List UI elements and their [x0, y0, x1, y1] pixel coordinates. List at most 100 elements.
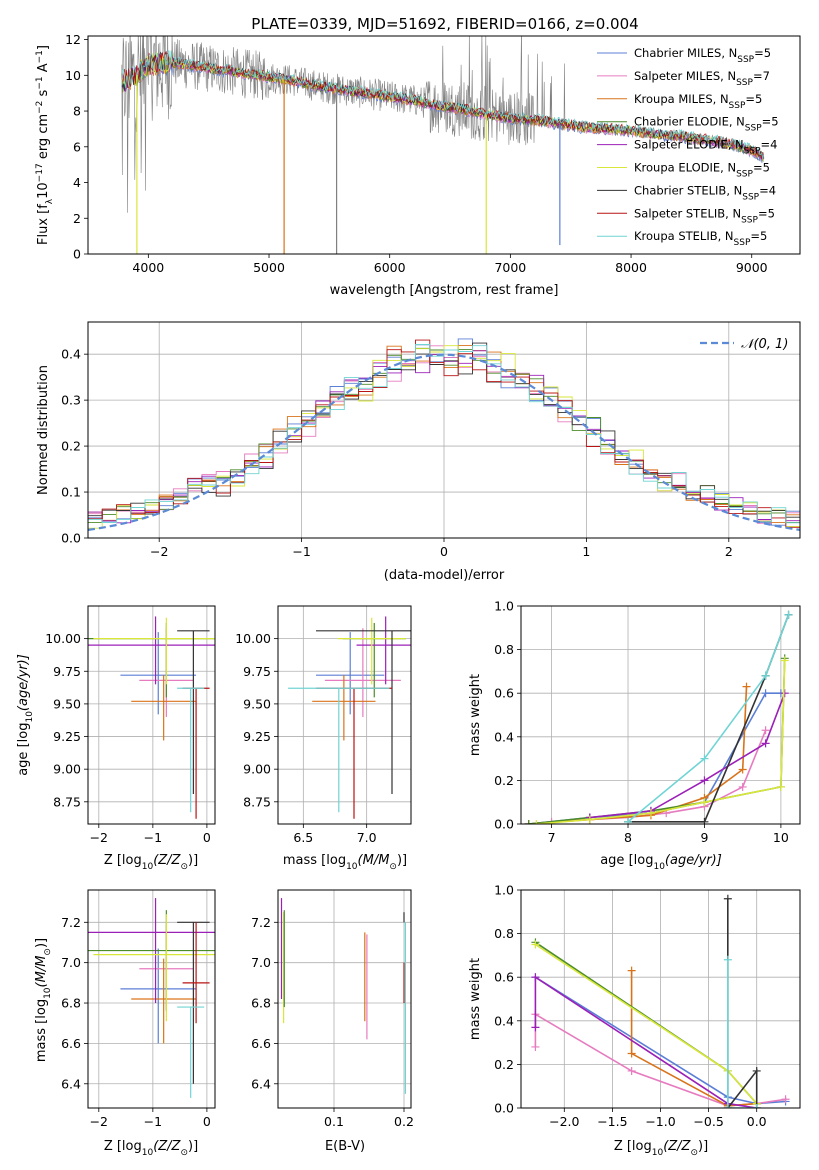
series-marker — [723, 894, 732, 903]
y-tick-label: 8.75 — [53, 794, 81, 809]
x-tick-label: −1 — [292, 544, 310, 559]
y-tick-label: 7.2 — [251, 915, 271, 930]
data-point — [177, 921, 210, 1084]
normal-curve — [88, 353, 800, 531]
x-tick-label: 9 — [700, 830, 708, 845]
y-tick-label: 10 — [65, 68, 81, 83]
legend-entry: Salpeter MILES, NSSP=7 — [634, 69, 770, 88]
series-marker — [761, 689, 770, 698]
data-point — [312, 675, 376, 741]
panel-weight_vs_age: 7 8 9 10 0.0 0.2 0.4 0.6 0.8 1.0 — [494, 599, 801, 845]
series-line — [531, 940, 761, 1108]
series-marker — [585, 815, 594, 824]
series-line — [723, 955, 761, 1108]
x-tick-label: 0 — [203, 1114, 211, 1129]
axes-frame — [87, 889, 216, 1109]
series-marker — [532, 820, 541, 824]
data-point — [131, 958, 197, 1044]
series-marker — [752, 1104, 761, 1108]
data-point — [93, 617, 215, 685]
y-tick-label: 7.0 — [251, 955, 271, 970]
axes-frame — [277, 889, 412, 1109]
y-tick-label: 0.0 — [494, 817, 514, 832]
data-point — [177, 687, 205, 813]
panel-weight_vs_Z: −2.0 −1.5 −1.0 −0.5 0.0 0.0 0.2 0.4 0.6 0.8 1.0 — [494, 883, 801, 1129]
x-tick-label: 0.2 — [394, 1114, 414, 1129]
x-tick-label: 0.1 — [324, 1114, 344, 1129]
x-tick-label: 0.0 — [747, 1114, 767, 1129]
series-marker — [761, 671, 770, 680]
y-tick-label: 6.4 — [251, 1076, 271, 1091]
series-marker — [531, 973, 540, 982]
y-tick-label: 0.8 — [494, 926, 514, 941]
y-axis-label: age [log10(age/yr)] — [16, 654, 35, 776]
series-marker — [781, 1095, 790, 1104]
y-tick-label: 6.8 — [61, 996, 81, 1011]
model-spectrum — [121, 50, 765, 160]
x-axis-label: wavelength [Angstrom, rest frame] — [330, 283, 559, 298]
plot-area — [524, 610, 793, 824]
model-spectrum — [121, 50, 765, 160]
plot-area — [88, 338, 800, 538]
y-tick-label: 0.4 — [494, 729, 514, 744]
x-axis-label: E(B-V) — [325, 1139, 365, 1154]
series-marker — [723, 955, 732, 964]
x-axis-label: Z [log10(Z/Z⊙)] — [104, 1139, 198, 1158]
y-tick-label: 0.4 — [494, 1013, 514, 1028]
series-marker — [624, 817, 633, 824]
y-tick-label: 6.8 — [251, 996, 271, 1011]
y-tick-label: 9.75 — [243, 664, 271, 679]
x-axis-label: age [log10(age/yr)] — [600, 853, 722, 872]
y-tick-label: 0.0 — [494, 1101, 514, 1116]
data-point — [324, 628, 401, 717]
axes-frame — [87, 605, 216, 825]
series-line — [723, 894, 761, 1108]
series-marker — [776, 782, 785, 791]
x-tick-label: 0 — [203, 830, 211, 845]
series-marker — [761, 739, 770, 748]
y-tick-label: 9.50 — [53, 696, 81, 711]
series-path — [534, 975, 757, 1108]
histogram-step — [88, 344, 800, 538]
y-tick-label: 1.0 — [494, 883, 514, 898]
y-tick-label: 0.1 — [61, 485, 81, 500]
series-marker — [738, 765, 747, 774]
legend-entry: Kroupa ELODIE, NSSP=5 — [634, 161, 770, 180]
data-point — [88, 616, 215, 685]
plot-area — [88, 898, 215, 1098]
histogram-step — [88, 339, 800, 538]
x-axis-label: (data-model)/error — [384, 568, 505, 583]
y-tick-label: 10.00 — [235, 631, 271, 646]
y-tick-label: 10.00 — [45, 631, 81, 646]
legend-entry: Kroupa STELIB, NSSP=5 — [634, 229, 767, 248]
x-tick-label: 9000 — [736, 260, 768, 275]
y-axis-label: mass weight — [468, 674, 483, 756]
x-axis-label: mass [log10(M/M⊙)] — [283, 853, 407, 872]
panel-age_vs_Z: −2 −1 0 8.75 9.00 9.25 9.50 9.75 10.00 — [45, 605, 216, 845]
plot-area — [280, 898, 406, 1094]
series-marker — [646, 809, 655, 818]
series-marker — [742, 682, 751, 691]
panel-mass_vs_Z: −2 −1 0 6.4 6.6 6.8 7.0 7.2 — [61, 889, 216, 1129]
series-path — [727, 959, 757, 1108]
data-point — [120, 632, 197, 715]
x-tick-label: 2 — [725, 544, 733, 559]
legend-entry: 𝒩(0, 1) — [741, 337, 788, 352]
y-tick-label: 9.00 — [243, 762, 271, 777]
x-tick-label: −2 — [150, 544, 168, 559]
x-tick-label: 4000 — [132, 260, 164, 275]
x-tick-label: −1 — [144, 1114, 162, 1129]
series-marker — [531, 1023, 540, 1032]
y-tick-label: 9.50 — [243, 696, 271, 711]
series-marker — [700, 754, 709, 763]
series-path — [627, 614, 790, 823]
data-point — [337, 617, 406, 685]
data-point — [342, 622, 406, 698]
y-tick-label: 2 — [73, 211, 81, 226]
y-tick-label: 7.0 — [61, 955, 81, 970]
x-tick-label: −1.0 — [645, 1114, 675, 1129]
series-marker — [627, 1049, 636, 1058]
axes-frame — [520, 605, 801, 825]
x-tick-label: −2.0 — [549, 1114, 579, 1129]
